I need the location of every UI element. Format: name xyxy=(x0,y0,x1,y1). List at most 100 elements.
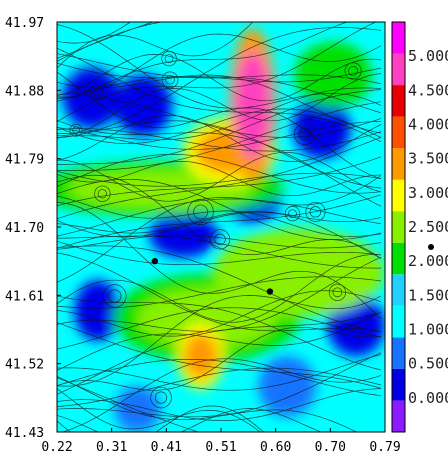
streamline xyxy=(57,295,382,371)
plot-area xyxy=(57,0,385,432)
y-tick-label: 41.70 xyxy=(5,221,44,236)
colorbar-dot-marker xyxy=(428,244,434,250)
x-tick-label: 0.51 xyxy=(205,440,236,455)
streamline xyxy=(57,101,382,171)
field-jet-core xyxy=(304,52,362,98)
streamline xyxy=(57,235,381,269)
streamline xyxy=(57,73,382,137)
eddy xyxy=(214,233,226,246)
streamline xyxy=(57,120,382,150)
colorbar-tick-label: 1.500 xyxy=(408,286,448,304)
colorbar-tick-label: 0.500 xyxy=(408,355,448,373)
streamline xyxy=(57,295,382,387)
streamline xyxy=(57,151,382,202)
streamline xyxy=(57,234,382,250)
streamline xyxy=(57,198,382,237)
streamline xyxy=(57,22,164,62)
colorbar-segment xyxy=(392,148,405,180)
colorbar-tick-label: 2.500 xyxy=(408,218,448,236)
streamline xyxy=(57,22,155,59)
eddy xyxy=(92,87,101,96)
eddy xyxy=(332,287,343,298)
streamline xyxy=(57,87,382,141)
streamline xyxy=(57,307,382,350)
streamline xyxy=(57,377,200,432)
field-calm-region xyxy=(258,356,316,417)
streamline xyxy=(57,33,382,98)
colorbar-segment xyxy=(392,274,405,306)
streamline xyxy=(57,352,382,418)
eddy xyxy=(165,75,175,85)
eddy xyxy=(309,206,322,218)
eddy xyxy=(97,189,108,199)
streamline xyxy=(57,326,382,391)
eddy xyxy=(154,391,168,404)
streamline xyxy=(57,67,382,96)
colorbar-tick-label: 3.500 xyxy=(408,150,448,168)
streamlines xyxy=(57,0,382,432)
streamline xyxy=(57,71,382,179)
streamline xyxy=(57,153,382,194)
field-jet-core xyxy=(183,333,219,379)
colorbar-segment xyxy=(392,22,405,54)
streamline xyxy=(57,0,381,13)
streamline xyxy=(57,47,382,143)
streamline xyxy=(57,22,377,123)
streamline xyxy=(57,156,382,207)
streamline xyxy=(57,97,382,138)
streamline xyxy=(57,211,382,234)
y-tick-label: 41.52 xyxy=(5,358,44,373)
eddy xyxy=(298,127,311,141)
eddy xyxy=(69,123,83,137)
colorbar-tick-label: 4.500 xyxy=(408,81,448,99)
station-marker xyxy=(151,257,159,265)
eddy xyxy=(103,284,127,308)
streamline xyxy=(57,256,382,332)
y-tick-label: 41.79 xyxy=(5,153,44,168)
station-markers xyxy=(151,257,274,295)
streamline xyxy=(57,108,382,145)
field-calm-region xyxy=(74,280,121,341)
eddy xyxy=(328,283,346,301)
x-axis: 0.22 0.31 0.41 0.51 0.60 0.70 0.79 xyxy=(41,428,401,455)
eddy xyxy=(209,229,231,250)
streamline xyxy=(57,54,382,102)
field-calm-region xyxy=(149,211,219,258)
y-tick-label: 41.43 xyxy=(5,426,44,441)
streamline xyxy=(57,62,382,114)
eddy xyxy=(164,54,174,63)
streamline xyxy=(60,358,382,432)
y-tick-label: 41.97 xyxy=(5,16,44,31)
streamline xyxy=(57,119,382,207)
colorbar-segment xyxy=(392,179,405,212)
streamline xyxy=(57,22,254,69)
streamline xyxy=(57,405,265,432)
colorbar-segment xyxy=(392,305,405,338)
streamline xyxy=(57,27,382,139)
x-tick-label: 0.41 xyxy=(151,440,182,455)
streamline xyxy=(57,290,382,337)
y-tick-label: 41.88 xyxy=(5,84,44,99)
streamline xyxy=(57,254,382,323)
colorbar-segment xyxy=(392,53,405,86)
eddy xyxy=(348,66,358,76)
eddy xyxy=(193,204,208,220)
colorbar-tick-label: 3.000 xyxy=(408,184,448,202)
colorbar-segment xyxy=(392,337,405,369)
x-tick-label: 0.70 xyxy=(315,440,346,455)
eddy xyxy=(94,185,111,202)
streamline xyxy=(57,367,382,407)
streamline xyxy=(57,202,382,319)
streamline xyxy=(57,388,261,432)
streamline xyxy=(57,240,382,266)
streamline xyxy=(57,322,382,389)
streamline xyxy=(57,195,382,237)
colorbar-frame xyxy=(391,21,406,433)
streamline xyxy=(57,120,382,189)
eddy xyxy=(89,84,104,99)
streamline xyxy=(57,194,382,249)
eddy xyxy=(187,198,214,226)
eddy xyxy=(284,206,301,222)
x-tick-label: 0.79 xyxy=(369,440,400,455)
x-tick-label: 0.60 xyxy=(260,440,291,455)
